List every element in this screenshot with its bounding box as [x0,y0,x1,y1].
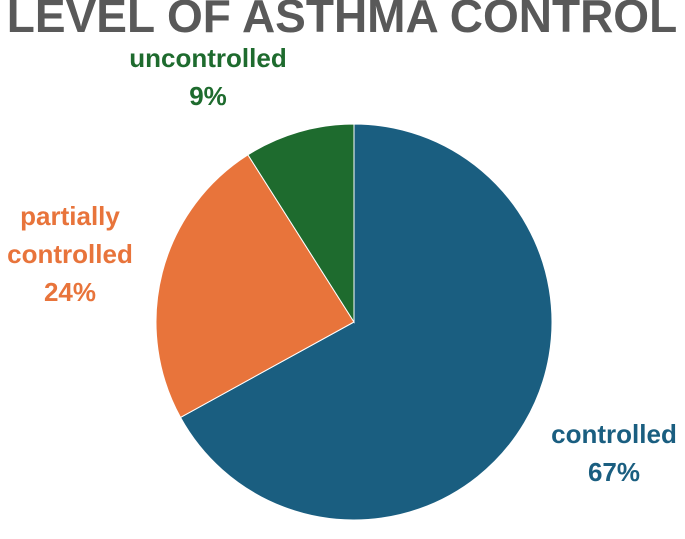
pie-slice [247,123,355,324]
chart-title: LEVEL OF ASTHMA CONTROL [7,0,677,42]
slice-label: uncontrolled [129,43,286,73]
value-label: 24% [44,277,96,307]
slice-label: controlled [551,419,677,449]
slice-label: partially controlled [7,201,133,269]
pie-slice [179,123,553,521]
pie-slice [155,154,355,419]
value-label: 9% [189,81,227,111]
value-label: 67% [588,457,640,487]
